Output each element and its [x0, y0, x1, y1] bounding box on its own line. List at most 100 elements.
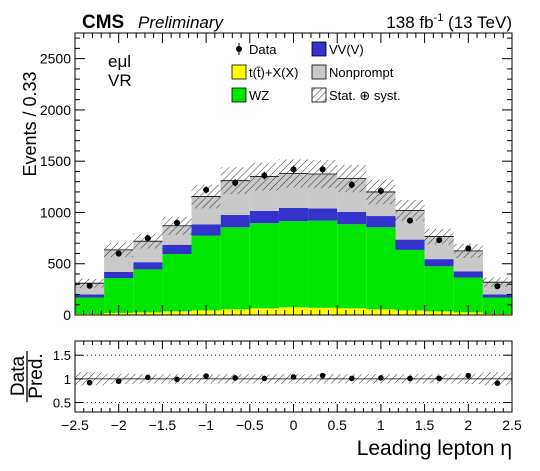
- ratio-point-13: [465, 372, 472, 379]
- bar-wz-bin-11: [395, 249, 425, 311]
- bar-vvv-bin-12: [424, 259, 454, 267]
- data-point-10: [377, 187, 384, 194]
- unc-bin-7: [278, 159, 309, 188]
- bar-wz-bin-0: [75, 297, 105, 314]
- bar-vvv-bin-4: [191, 224, 221, 236]
- bar-ttx-bin-12: [424, 311, 454, 315]
- ratio-point-2: [145, 374, 151, 381]
- y-tick-label-0: 0: [63, 307, 71, 323]
- legend: Data VV(V) t(t̄)+X(X) Nonprompt WZ Stat. ⊕ sy…: [231, 41, 401, 103]
- ratio-label-bottom: Pred.: [26, 353, 47, 398]
- bar-vvv-bin-8: [308, 208, 338, 221]
- ratio-point-5: [232, 375, 239, 381]
- bar-wz-bin-2: [133, 269, 163, 313]
- bar-vvv-bin-11: [395, 239, 425, 250]
- ratio-point-6: [261, 375, 268, 382]
- legend-label-nonprompt: Nonprompt: [329, 65, 394, 80]
- x-tick-label-8: 1.5: [415, 417, 435, 433]
- legend-swatch-unc: [311, 87, 327, 103]
- ratio-y-tick-label-0: 0.5: [53, 396, 71, 411]
- y-tick-label-2000: 2000: [40, 102, 71, 118]
- legend-label-data: Data: [249, 42, 277, 57]
- bar-wz-bin-14: [482, 297, 512, 314]
- bar-vvv-bin-2: [133, 262, 163, 270]
- ratio-point-11: [407, 375, 413, 382]
- bar-vvv-bin-5: [220, 215, 250, 228]
- cms-label: CMS: [82, 12, 124, 33]
- x-tick-label-3: −1: [198, 417, 214, 433]
- region-channel: eμl: [108, 52, 131, 71]
- x-tick-label-2: −1.5: [149, 417, 177, 433]
- legend-swatch-wz: [231, 87, 247, 103]
- data-point-4: [203, 186, 210, 193]
- ratio-point-1: [115, 378, 122, 385]
- legend-swatch-nonprompt: [311, 64, 327, 80]
- data-point-7: [290, 166, 297, 173]
- data-point-5: [232, 179, 239, 186]
- bar-ttx-bin-0: [75, 313, 105, 315]
- y-tick-label-1500: 1500: [40, 153, 71, 169]
- ratio-point-14: [494, 380, 501, 386]
- legend-swatch-ttx: [231, 64, 247, 80]
- preliminary-label: Preliminary: [138, 13, 225, 32]
- bar-wz-bin-12: [424, 266, 454, 312]
- bar-ttx-bin-9: [337, 308, 367, 315]
- y-tick-label-500: 500: [48, 256, 72, 272]
- bar-vvv-bin-6: [249, 210, 279, 224]
- data-point-11: [407, 217, 414, 224]
- data-point-2: [144, 235, 151, 242]
- x-tick-label-1: −2: [111, 417, 127, 433]
- bar-ttx-bin-14: [482, 313, 512, 315]
- bar-vvv-bin-10: [366, 216, 396, 228]
- y-tick-label-1000: 1000: [40, 204, 71, 220]
- lumi-exponent: -1: [434, 12, 444, 24]
- ratio-point-0: [86, 379, 93, 386]
- bar-nonprompt-bin-0: [75, 283, 105, 295]
- ratio-axes: 0.5 1 1.5 −2.5 −2 −1.5 −1 −0.5 0 0.5 1 1.5 2 2.5: [53, 341, 522, 433]
- ratio-point-4: [203, 373, 209, 379]
- lumi-label: 138 fb-1 (13 TeV): [386, 12, 512, 32]
- ratio-point-3: [174, 376, 180, 383]
- bar-vvv-bin-0: [75, 294, 105, 298]
- data-point-13: [465, 245, 472, 252]
- ratio-y-tick-label-2: 1.5: [53, 348, 71, 363]
- bar-wz-bin-3: [162, 253, 192, 312]
- legend-label-unc: Stat. ⊕ syst.: [329, 88, 401, 103]
- ratio-point-10: [378, 375, 384, 381]
- bar-ttx-bin-2: [133, 312, 163, 315]
- ratio-point-7: [290, 374, 297, 380]
- x-tick-label-9: 2: [464, 417, 472, 433]
- bar-wz-bin-8: [308, 220, 338, 308]
- main-axes: 0 500 1000 1500 2000 2500: [40, 33, 513, 323]
- bar-vvv-bin-9: [337, 211, 367, 225]
- legend-label-wz: WZ: [249, 88, 269, 103]
- ratio-points: [86, 372, 501, 386]
- legend-swatch-vvv: [311, 41, 327, 57]
- bar-ttx-bin-5: [220, 309, 250, 315]
- bar-wz-bin-6: [249, 223, 279, 309]
- main-frame: [74, 32, 513, 316]
- x-tick-label-0: −2.5: [61, 417, 89, 433]
- x-tick-label-10: 2.5: [502, 417, 522, 433]
- unc-bin-2: [133, 233, 163, 249]
- bar-vvv-bin-14: [482, 294, 512, 298]
- ratio-y-tick-label-1: 1: [64, 372, 71, 387]
- bar-vvv-bin-3: [162, 244, 192, 254]
- ratio-point-8: [319, 372, 326, 379]
- unc-bin-4: [191, 184, 221, 209]
- data-point-6: [261, 172, 268, 179]
- lumi-energy: (13 TeV): [443, 13, 512, 32]
- data-point-8: [319, 166, 326, 173]
- bar-wz-bin-10: [366, 227, 396, 310]
- region-label: VR: [108, 71, 132, 90]
- data-points: [86, 165, 501, 290]
- bar-vvv-bin-7: [278, 207, 309, 222]
- lumi-value: 138 fb: [386, 13, 433, 32]
- unc-bin-1: [104, 242, 134, 258]
- y-tick-label-2500: 2500: [40, 51, 71, 67]
- data-point-12: [436, 237, 443, 244]
- unc-bin-14: [482, 277, 512, 287]
- data-point-0: [86, 282, 93, 289]
- main-panel: 0 500 1000 1500 2000 2500 eμl VR Data VV(V) t(t…: [20, 32, 513, 323]
